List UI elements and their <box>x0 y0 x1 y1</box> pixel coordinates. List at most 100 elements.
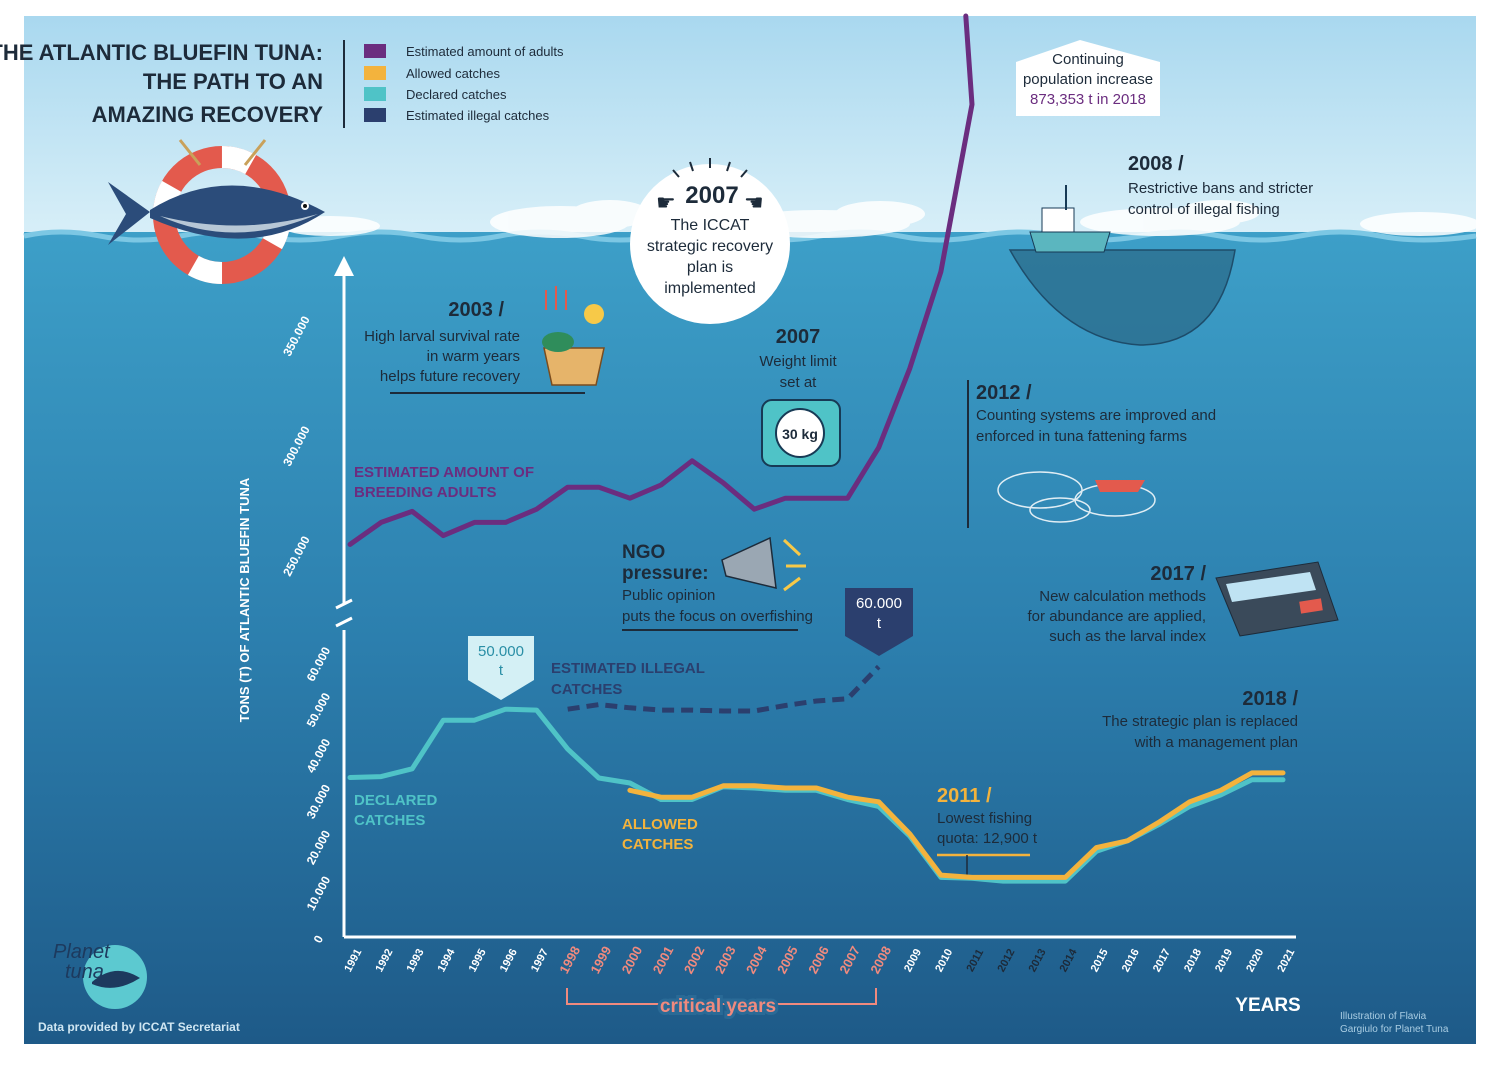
callout-60000: 60.000 t <box>845 588 913 656</box>
title-line-1: THE ATLANTIC BLUEFIN TUNA: <box>0 40 323 65</box>
annotation-2011-head: 2011 / <box>937 785 992 807</box>
series-line-allowed <box>627 770 1286 880</box>
callout-50000: 50.000 t <box>468 636 534 700</box>
legend-label-illegal: Estimated illegal catches <box>406 108 550 123</box>
scale-kg-label: 30 kg <box>782 426 818 442</box>
legend-swatch-adults <box>364 44 386 58</box>
footer: Data provided by ICCAT Secretariat Illus… <box>38 941 1449 1035</box>
annotation-2017-head: 2017 / <box>1150 563 1206 585</box>
annotation-2017-line-3: such as the larval index <box>1049 628 1206 645</box>
annotation-2007w-head: 2007 <box>776 326 821 348</box>
label-illegal-line-1: ESTIMATED ILLEGAL <box>551 660 705 677</box>
ngo-line-2: puts the focus on overfishing <box>622 608 813 625</box>
legend-label-adults: Estimated amount of adults <box>406 44 564 59</box>
annotation-2012-line-1: Counting systems are improved and <box>976 407 1216 424</box>
logo-text-1: Planet <box>53 941 111 963</box>
iccat-line-2: strategic recovery <box>647 238 773 255</box>
credit-line-2: Gargiulo for Planet Tuna <box>1340 1024 1449 1035</box>
clouds <box>280 200 1480 238</box>
series-labels: ESTIMATED AMOUNT OF BREEDING ADULTS ESTI… <box>354 464 705 853</box>
sea <box>24 232 1476 1044</box>
callout-60000-line-1: 60.000 <box>856 595 902 612</box>
annotation-2008-head: 2008 / <box>1128 153 1184 175</box>
annotation-2007w-line-2: set at <box>780 374 818 391</box>
annotation-2003-line-1: High larval survival rate <box>364 328 520 345</box>
annotation-2007-weight: 2007 Weight limit set at <box>759 326 837 391</box>
axis-break-mark <box>335 598 353 628</box>
megaphone-illustration <box>721 536 806 592</box>
iccat-line-1: The ICCAT <box>671 217 750 234</box>
calculator-illustration <box>1215 561 1339 637</box>
legend-swatch-illegal <box>364 108 386 122</box>
tuna-lifebuoy-illustration <box>108 139 325 284</box>
iccat-line-3: plan is <box>687 259 733 276</box>
population-line-1: Continuing <box>1052 51 1124 68</box>
iccat-2007-bubble: 2007 The ICCAT strategic recovery plan i… <box>630 158 790 324</box>
ngo-head-1: NGO <box>622 542 665 563</box>
legend-swatch-allowed <box>364 66 386 80</box>
label-declared-line-1: DECLARED <box>354 792 438 809</box>
annotation-2018-head: 2018 / <box>1242 688 1298 710</box>
logo-text-2: tuna <box>65 961 104 983</box>
legend-swatch-declared <box>364 87 386 101</box>
annotation-2018-line-2: with a management plan <box>1134 734 1298 751</box>
x-axis-title: YEARS <box>1235 995 1300 1016</box>
legend-label-allowed: Allowed catches <box>406 66 500 81</box>
critical-years-label: critical years <box>660 996 776 1017</box>
title-line-3: AMAZING RECOVERY <box>92 102 324 127</box>
scale-illustration: 30 kg <box>761 399 841 467</box>
iccat-line-4: implemented <box>664 280 756 297</box>
label-allowed-line-2: CATCHES <box>622 836 693 853</box>
series-layer <box>347 13 1286 884</box>
fishing-boat-net-illustration <box>1008 185 1236 346</box>
annotation-2003-line-2: in warm years <box>427 348 520 365</box>
title: THE ATLANTIC BLUEFIN TUNA: THE PATH TO A… <box>0 40 323 127</box>
callout-50000-line-2: t <box>499 662 504 679</box>
annotation-2012-head: 2012 / <box>976 382 1032 404</box>
population-2018-callout: Continuing population increase 873,353 t… <box>1016 40 1160 116</box>
annotation-2018: 2018 / The strategic plan is replaced wi… <box>1102 688 1298 751</box>
population-line-3: 873,353 t in 2018 <box>1030 91 1146 108</box>
ngo-head-2: pressure: <box>622 563 709 584</box>
legend: Estimated amount of adults Allowed catch… <box>364 44 564 123</box>
y-axis-arrow <box>334 256 354 276</box>
y-axis-title: TONS (T) OF ATLANTIC BLUEFIN TUNA <box>237 477 252 722</box>
annotation-2017: 2017 / New calculation methods for abund… <box>1028 563 1207 645</box>
annotation-2011: 2011 / Lowest fishing quota: 12,900 t <box>937 785 1038 876</box>
annotation-2007w-line-1: Weight limit <box>759 353 837 370</box>
label-adults-line-2: BREEDING ADULTS <box>354 484 497 501</box>
series-line-adults <box>347 13 975 547</box>
label-allowed-line-1: ALLOWED <box>622 816 698 833</box>
legend-label-declared: Declared catches <box>406 87 507 102</box>
ngo-line-1: Public opinion <box>622 587 715 604</box>
planet-tuna-logo: Planet tuna <box>53 941 147 1009</box>
label-declared-line-2: CATCHES <box>354 812 425 829</box>
annotation-2017-line-1: New calculation methods <box>1039 588 1206 605</box>
critical-years-bracket: critical years <box>566 988 877 1020</box>
callout-60000-line-2: t <box>877 615 882 632</box>
pointing-hand-right-icon: ☚ <box>744 190 764 215</box>
series-line-illegal <box>567 664 881 714</box>
annotation-ngo: NGO pressure: Public opinion puts the fo… <box>622 542 813 631</box>
annotation-2003-line-3: helps future recovery <box>380 368 521 385</box>
annotation-2018-line-1: The strategic plan is replaced <box>1102 713 1298 730</box>
annotation-2012-line-2: enforced in tuna fattening farms <box>976 428 1187 445</box>
annotation-2017-line-2: for abundance are applied, <box>1028 608 1206 625</box>
title-line-2: THE PATH TO AN <box>143 69 323 94</box>
basket-sun-illustration <box>542 286 605 386</box>
population-line-2: population increase <box>1023 71 1153 88</box>
annotation-2003: 2003 / High larval survival rate in warm… <box>364 299 585 394</box>
callout-50000-line-1: 50.000 <box>478 643 524 660</box>
annotation-2008-line-1: Restrictive bans and stricter <box>1128 180 1313 197</box>
tuna-farm-illustration <box>997 471 1156 523</box>
credit-line-1: Illustration of Flavia <box>1340 1011 1427 1022</box>
iccat-year: 2007 <box>685 182 738 209</box>
source-note: Data provided by ICCAT Secretariat <box>38 1020 240 1034</box>
axes: TONS (T) OF ATLANTIC BLUEFIN TUNA YEARS <box>237 256 1301 1016</box>
annotation-2008-line-2: control of illegal fishing <box>1128 201 1280 218</box>
annotation-2003-head: 2003 / <box>448 299 504 321</box>
pointing-hand-left-icon: ☛ <box>656 190 676 215</box>
label-adults-line-1: ESTIMATED AMOUNT OF <box>354 464 534 481</box>
